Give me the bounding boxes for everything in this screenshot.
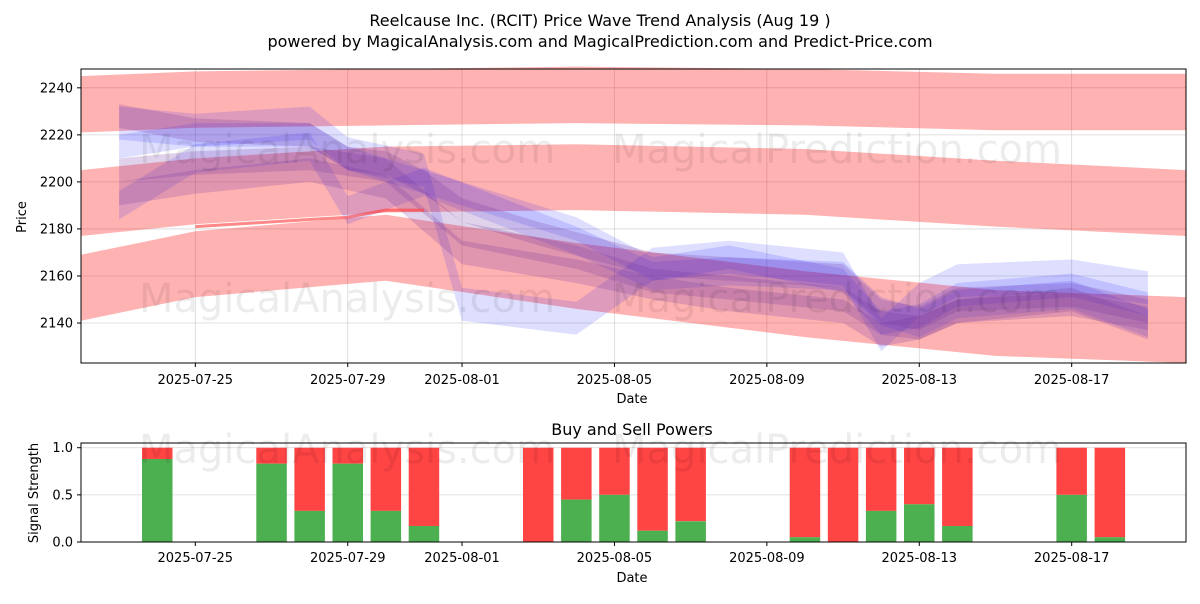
sell-bar-7 — [561, 447, 592, 500]
bottom-y-axis-label: Signal Strength — [27, 443, 42, 543]
bottom-xtick-label-3: 2025-08-05 — [577, 551, 653, 566]
bottom-chart-title: Buy and Sell Powers — [551, 420, 713, 439]
bottom-ytick-label-0: 0.0 — [52, 536, 73, 551]
buy-bar-17 — [1094, 537, 1126, 542]
sell-bar-3 — [332, 447, 363, 464]
top-xtick-label-1: 2025-07-29 — [310, 373, 386, 388]
buy-bar-4 — [370, 510, 402, 542]
top-ytick-label-0: 2140 — [40, 317, 73, 332]
buy-bar-14 — [904, 504, 935, 542]
sell-bar-13 — [865, 447, 897, 511]
buy-bar-8 — [599, 494, 630, 542]
sell-bar-10 — [675, 447, 706, 522]
buy-bar-15 — [942, 526, 973, 542]
bottom-ytick-label-2: 1.0 — [52, 441, 73, 456]
sell-bar-6 — [523, 447, 554, 542]
purple-wave-band-0 — [119, 104, 1148, 331]
sell-bar-9 — [637, 447, 668, 531]
bottom-x-axis-label: Date — [616, 571, 647, 586]
sell-bar-5 — [408, 447, 440, 526]
top-ytick-label-1: 2160 — [40, 269, 73, 284]
top-xtick-label-6: 2025-08-17 — [1034, 373, 1110, 388]
watermark-prediction-top-1: MagicalPrediction.com — [612, 127, 1062, 173]
bottom-ytick-label-1: 0.5 — [52, 488, 73, 503]
sell-bar-0 — [142, 447, 173, 459]
buy-bar-1 — [256, 463, 287, 542]
bottom-plot-frame — [80, 442, 1187, 543]
top-xtick-label-5: 2025-08-13 — [881, 373, 957, 388]
red-wave-band-1 — [81, 144, 1186, 236]
sell-bar-8 — [599, 447, 630, 495]
sell-bar-17 — [1094, 447, 1126, 538]
buy-bar-10 — [675, 521, 706, 542]
chart-title-line1: Reelcause Inc. (RCIT) Price Wave Trend A… — [369, 11, 830, 30]
buy-bar-0 — [142, 459, 173, 542]
top-xtick-label-3: 2025-08-05 — [577, 373, 653, 388]
sell-bar-12 — [827, 447, 859, 542]
top-plot-frame — [80, 68, 1187, 364]
buy-bar-2 — [294, 510, 325, 542]
buy-bar-7 — [561, 499, 592, 542]
bottom-xtick-label-1: 2025-07-29 — [310, 551, 386, 566]
buy-bar-11 — [789, 537, 821, 542]
sell-bar-15 — [942, 447, 973, 526]
watermark-analysis-bottom: MagicalAnalysis.com — [139, 427, 555, 473]
top-ytick-label-2: 2180 — [40, 222, 73, 237]
top-plot-background — [81, 69, 1186, 363]
buy-bar-5 — [408, 526, 440, 542]
top-ytick-label-5: 2240 — [40, 81, 73, 96]
chart-title-line2: powered by MagicalAnalysis.com and Magic… — [267, 32, 932, 51]
watermark-analysis-top-2: MagicalAnalysis.com — [139, 276, 555, 322]
buy-bar-9 — [637, 530, 668, 542]
red-wave-band-0 — [81, 66, 1186, 133]
purple-wave-band-1 — [119, 146, 1148, 340]
red-trend-line — [195, 208, 424, 229]
blue-wave-band-0 — [119, 123, 1148, 335]
top-xtick-label-2: 2025-08-01 — [424, 373, 500, 388]
top-xtick-label-4: 2025-08-09 — [729, 373, 805, 388]
buy-sell-chart: Buy and Sell Powers MagicalAnalysis.com … — [27, 420, 1187, 586]
watermark-prediction-bottom: MagicalPrediction.com — [612, 427, 1062, 473]
top-x-axis-label: Date — [616, 392, 647, 407]
sell-bar-14 — [904, 447, 935, 505]
sell-bar-16 — [1056, 447, 1087, 495]
blue-wave-band-1 — [119, 106, 1148, 352]
price-wave-chart: MagicalAnalysis.com MagicalPrediction.co… — [15, 66, 1187, 407]
top-ytick-label-4: 2220 — [40, 128, 73, 143]
top-xtick-label-0: 2025-07-25 — [158, 373, 234, 388]
bottom-xtick-label-4: 2025-08-09 — [729, 551, 805, 566]
top-ytick-label-3: 2200 — [40, 175, 73, 190]
watermark-prediction-top-2: MagicalPrediction.com — [612, 276, 1062, 322]
sell-bar-4 — [370, 447, 402, 511]
bottom-xtick-label-6: 2025-08-17 — [1034, 551, 1110, 566]
sell-bar-11 — [789, 447, 821, 538]
red-wave-band-2 — [81, 214, 1186, 363]
buy-bar-3 — [332, 463, 363, 542]
buy-bar-16 — [1056, 494, 1087, 542]
bottom-xtick-label-2: 2025-08-01 — [424, 551, 500, 566]
bottom-xtick-label-0: 2025-07-25 — [158, 551, 234, 566]
watermark-analysis-top-1: MagicalAnalysis.com — [139, 127, 555, 173]
sell-bar-2 — [294, 447, 325, 511]
sell-bar-1 — [256, 447, 287, 464]
buy-bar-13 — [865, 510, 897, 542]
blue-wave-band-2 — [119, 132, 1148, 338]
purple-wave-band-2 — [119, 158, 1148, 347]
top-y-axis-label: Price — [15, 201, 30, 233]
bottom-xtick-label-5: 2025-08-13 — [881, 551, 957, 566]
